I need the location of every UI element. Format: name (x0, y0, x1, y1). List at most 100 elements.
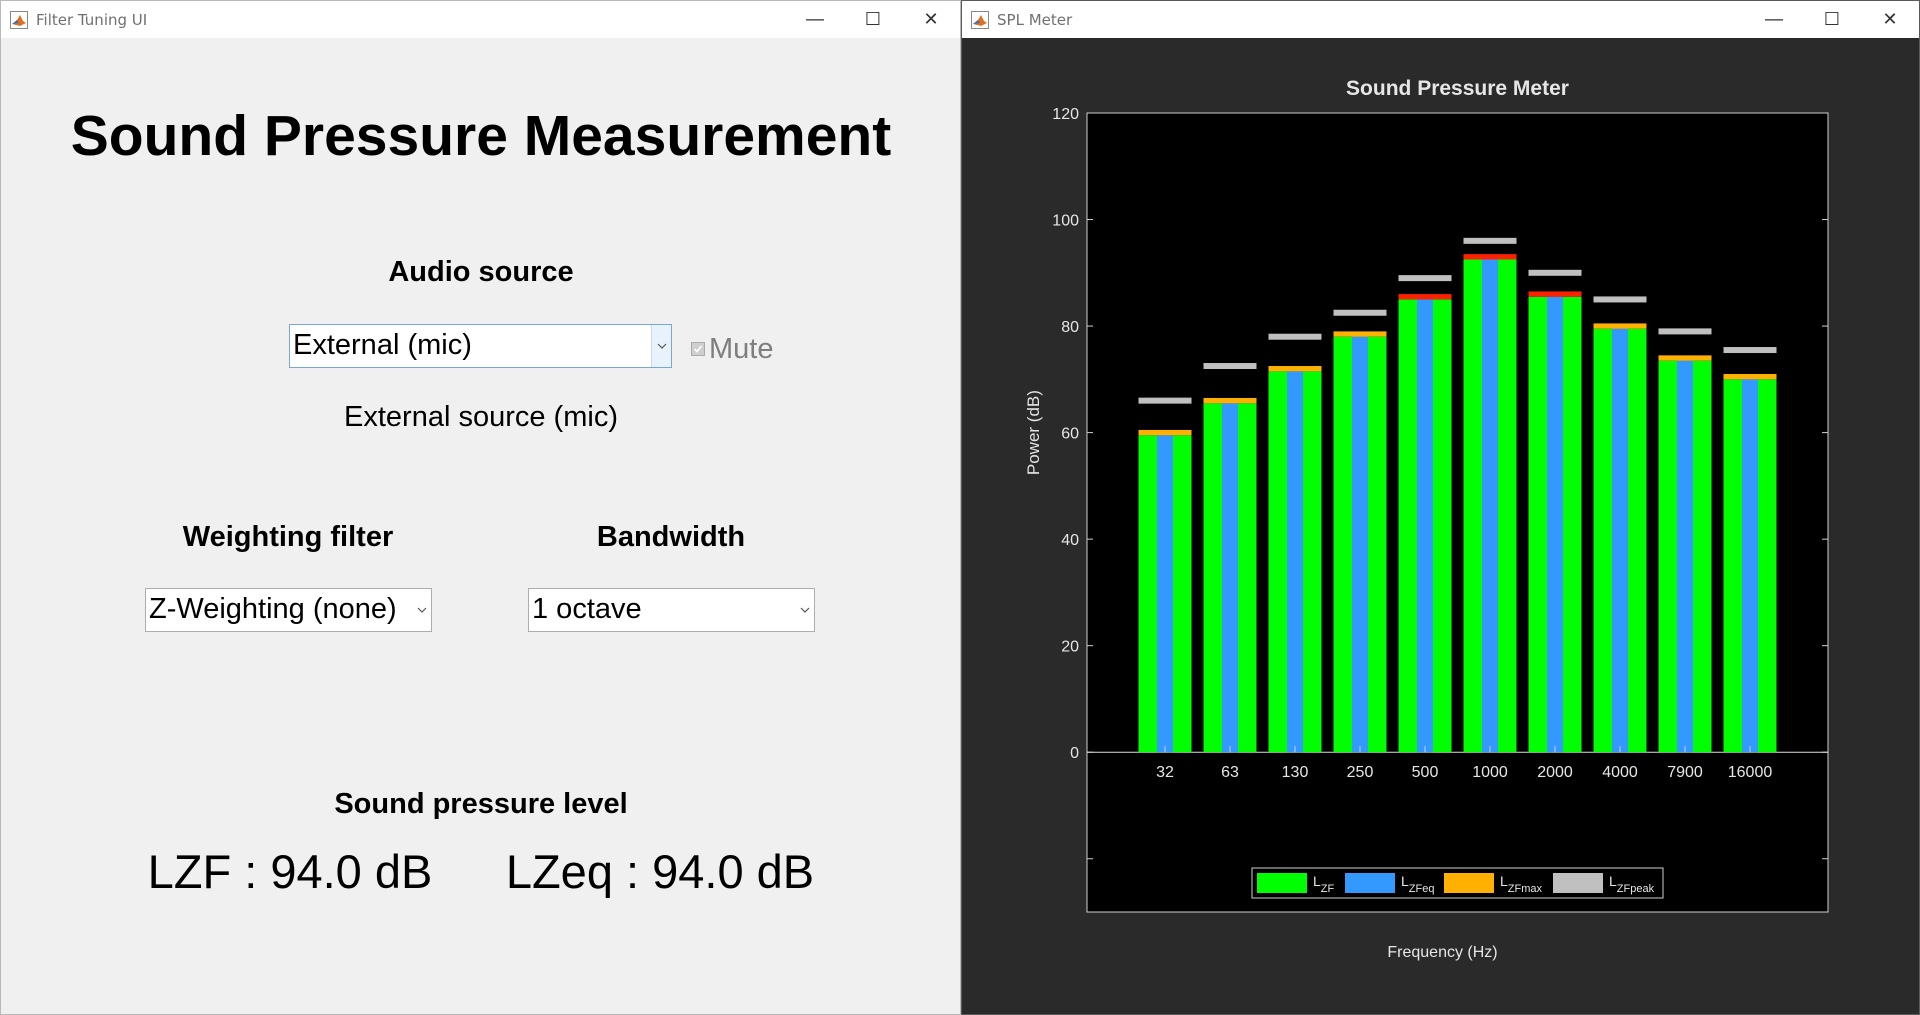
mute-label: Mute (709, 332, 774, 365)
marker-lzfpeak (1528, 269, 1582, 276)
audio-source-label: Audio source (388, 256, 574, 288)
chevron-down-icon (795, 589, 814, 631)
legend-label: LZF (1313, 873, 1335, 895)
y-tick-label: 80 (1061, 319, 1079, 336)
legend-swatch (1345, 873, 1395, 893)
spl-meter-window: SPL Meter ― ☐ ✕ Sound Pressure Meter 0 20 4… (961, 0, 1920, 1015)
legend-label: LZFmax (1500, 873, 1543, 895)
x-tick-label: 32 (1156, 764, 1174, 781)
marker-lzfmax (1528, 291, 1582, 297)
x-tick-label: 130 (1282, 764, 1309, 781)
marker-lzfmax (1593, 323, 1647, 329)
marker-lzfpeak (1723, 347, 1777, 354)
title-bar[interactable]: SPL Meter ― ☐ ✕ (962, 1, 1919, 38)
weighting-filter-value: Z-Weighting (none) (149, 593, 397, 625)
marker-lzfpeak (1463, 237, 1517, 244)
x-axis-label: Frequency (Hz) (1387, 944, 1497, 961)
x-tick-label: 250 (1347, 764, 1374, 781)
plot-area (1086, 112, 1829, 913)
bandwidth-label: Bandwidth (596, 521, 746, 553)
y-tick-label: 60 (1061, 426, 1079, 443)
close-button[interactable]: ✕ (902, 1, 960, 38)
bandwidth-value: 1 octave (532, 593, 642, 625)
marker-lzfmax (1203, 397, 1257, 404)
legend-label: LZFeq (1401, 873, 1434, 895)
bar-lzeq (1417, 299, 1433, 753)
legend-label: LZFpeak (1609, 873, 1655, 895)
lzf-readout: LZF : 94.0 dB (147, 845, 433, 898)
title-bar[interactable]: Filter Tuning UI ― ☐ ✕ (1, 1, 960, 38)
bar-lzeq (1352, 336, 1368, 753)
maximize-button[interactable]: ☐ (844, 1, 902, 38)
marker-lzfmax (1658, 355, 1712, 361)
legend-entry: LZFpeak (1553, 873, 1655, 895)
x-tick-label: 2000 (1537, 764, 1573, 781)
close-icon: ✕ (1882, 9, 1898, 30)
chevron-down-icon (651, 325, 671, 367)
chevron-down-icon (412, 589, 431, 631)
bar-lzeq (1157, 435, 1173, 753)
window-title: SPL Meter (997, 11, 1073, 29)
marker-lzfmax (1138, 429, 1192, 436)
minimize-button[interactable]: ― (1745, 1, 1803, 38)
minimize-button[interactable]: ― (786, 1, 844, 38)
matlab-icon (971, 11, 989, 29)
filter-tuning-window: Filter Tuning UI ― ☐ ✕ Sound Pressure Me… (0, 0, 961, 1015)
page-title: Sound Pressure Measurement (70, 104, 892, 168)
bar-lzeq (1677, 360, 1693, 753)
legend-entry: LZFeq (1345, 873, 1434, 895)
x-tick-label: 1000 (1472, 764, 1508, 781)
marker-lzfpeak (1593, 296, 1647, 303)
x-tick-label: 500 (1412, 764, 1439, 781)
marker-lzfmax (1398, 294, 1452, 300)
y-tick-label: 0 (1070, 745, 1079, 762)
marker-lzfpeak (1398, 275, 1452, 282)
close-icon: ✕ (923, 9, 939, 30)
spl-label: Sound pressure level (334, 788, 628, 820)
maximize-icon: ☐ (864, 9, 882, 30)
x-tick-label: 63 (1221, 764, 1239, 781)
y-tick-label: 100 (1052, 213, 1079, 230)
maximize-icon: ☐ (1823, 9, 1841, 30)
marker-lzfmax (1268, 366, 1322, 372)
marker-lzfpeak (1138, 397, 1192, 404)
marker-lzfmax (1463, 254, 1517, 260)
marker-lzfmax (1723, 374, 1777, 380)
y-tick-label: 20 (1061, 639, 1079, 656)
checkbox-icon (691, 342, 705, 356)
legend-swatch (1257, 873, 1307, 893)
legend-swatch (1444, 873, 1494, 893)
bar-lzeq (1482, 259, 1498, 753)
x-tick-label: 7900 (1667, 764, 1703, 781)
audio-source-status: External source (mic) (344, 401, 618, 433)
bar-lzeq (1742, 379, 1758, 753)
y-tick-label: 120 (1052, 106, 1079, 123)
bar-lzeq (1222, 403, 1238, 753)
legend-swatch (1553, 873, 1603, 893)
minimize-icon: ― (806, 9, 824, 30)
audio-source-dropdown[interactable]: External (mic) (289, 324, 672, 368)
marker-lzfpeak (1333, 309, 1387, 316)
bar-lzeq (1287, 371, 1303, 753)
bandwidth-dropdown[interactable]: 1 octave (528, 588, 815, 632)
legend-entry: LZFmax (1444, 873, 1543, 895)
spl-chart: Sound Pressure Meter 0 20 40 60 80 100 120 Power… (1024, 77, 1829, 961)
y-tick-label: 40 (1061, 532, 1079, 549)
y-axis-label: Power (dB) (1024, 390, 1043, 475)
bar-lzeq (1612, 328, 1628, 753)
matlab-icon (10, 11, 28, 29)
maximize-button[interactable]: ☐ (1803, 1, 1861, 38)
minimize-icon: ― (1765, 9, 1783, 30)
audio-source-value: External (mic) (293, 329, 472, 361)
lzeq-readout: LZeq : 94.0 dB (505, 845, 815, 898)
close-button[interactable]: ✕ (1861, 1, 1919, 38)
marker-lzfpeak (1203, 363, 1257, 370)
window-title: Filter Tuning UI (36, 11, 148, 29)
x-tick-label: 4000 (1602, 764, 1638, 781)
legend-entry: LZF (1257, 873, 1335, 895)
weighting-filter-label: Weighting filter (182, 521, 394, 553)
mute-checkbox[interactable]: Mute (691, 332, 774, 365)
marker-lzfmax (1333, 331, 1387, 337)
weighting-filter-dropdown[interactable]: Z-Weighting (none) (145, 588, 432, 632)
marker-lzfpeak (1268, 333, 1322, 340)
